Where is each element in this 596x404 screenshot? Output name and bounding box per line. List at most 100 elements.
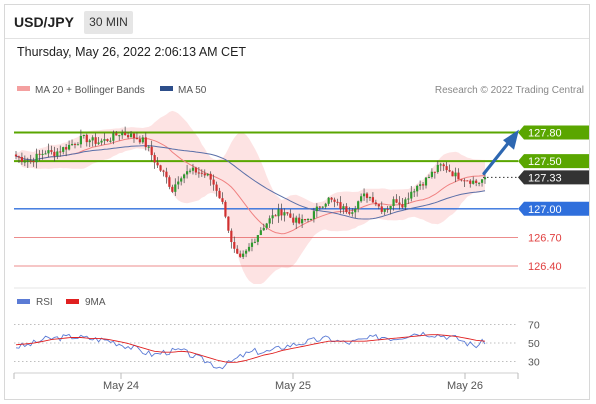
candle-body	[351, 212, 354, 214]
candle-body	[407, 198, 410, 200]
candle-body	[194, 167, 198, 173]
candle-body	[256, 235, 259, 242]
rsi-tick-label: 50	[528, 338, 540, 350]
candle-body	[79, 135, 82, 145]
resistance-tag	[518, 154, 589, 169]
candle-body	[315, 206, 318, 212]
candle-body	[85, 134, 88, 143]
candle-body	[183, 174, 186, 179]
candle-body	[224, 201, 227, 217]
candle-body	[180, 178, 183, 182]
symbol-title: USD/JPY	[14, 14, 74, 30]
timeframe-button[interactable]: 30 MIN	[84, 11, 133, 34]
ma20-line	[15, 137, 485, 235]
candle-body	[265, 223, 268, 228]
candle-body	[115, 133, 118, 136]
ma20-bb-legend-label: MA 20 + Bollinger Bands	[35, 85, 145, 96]
candle-body	[253, 241, 257, 243]
candle-body	[67, 144, 71, 150]
candle-body	[162, 170, 165, 172]
candle-body	[268, 218, 271, 224]
candle-body	[445, 166, 448, 171]
candle-body	[295, 217, 298, 223]
rsi-ma-line	[15, 334, 486, 363]
candle-body	[336, 201, 339, 203]
candle-body	[156, 162, 159, 166]
support-label: 126.40	[528, 261, 562, 273]
candle-body	[106, 139, 109, 142]
candle-body	[371, 197, 375, 203]
candle-body	[472, 180, 475, 184]
ma50-line	[15, 145, 486, 220]
moving-averages	[15, 137, 486, 235]
ma50-legend-label: MA 50	[178, 85, 207, 96]
x-axis: May 24 May 25 May 26	[13, 373, 519, 392]
candle-body	[250, 242, 254, 247]
candle-body	[292, 217, 295, 223]
candle-body	[177, 181, 180, 185]
candle-body	[62, 147, 65, 152]
candle-body	[29, 160, 32, 162]
resistance-tag	[518, 125, 589, 140]
candle-body	[271, 215, 274, 219]
candle-body	[386, 208, 389, 210]
candle-body	[480, 179, 484, 183]
candle-body	[47, 150, 50, 154]
candle-body	[197, 172, 200, 174]
candle-body	[439, 164, 442, 166]
candle-body	[365, 193, 369, 198]
candle-body	[17, 156, 21, 158]
candle-body	[159, 165, 162, 171]
candle-body	[44, 153, 47, 155]
candle-body	[82, 134, 85, 136]
candle-body	[448, 170, 451, 172]
forecast-arrow-head	[503, 129, 519, 150]
candle-body	[244, 250, 248, 254]
candle-body	[65, 147, 68, 150]
candle-body	[318, 206, 321, 208]
candle-body	[174, 184, 177, 192]
candle-body	[26, 160, 29, 162]
candle-body	[23, 161, 26, 163]
candle-body	[413, 191, 416, 193]
candle-body	[324, 203, 327, 207]
candlesticks	[14, 126, 487, 259]
candle-body	[404, 199, 407, 208]
candle-body	[218, 190, 221, 199]
candle-body	[88, 140, 91, 143]
candle-body	[262, 227, 265, 231]
candle-body	[215, 184, 218, 191]
candle-body	[342, 206, 345, 209]
candle-body	[451, 171, 454, 177]
candle-body	[354, 208, 357, 213]
candle-body	[138, 139, 141, 143]
candle-body	[303, 219, 307, 221]
candle-body	[380, 206, 383, 212]
candle-body	[377, 204, 380, 207]
candle-body	[483, 177, 487, 180]
rsi-ma-legend-swatch	[66, 299, 79, 304]
candle-body	[53, 151, 56, 157]
rsi-ma-legend-label: 9MA	[85, 297, 106, 308]
candle-body	[236, 248, 239, 254]
timestamp: Thursday, May 26, 2022 2:06:13 AM CET	[17, 45, 247, 59]
chart-widget: USD/JPY 30 MIN Thursday, May 26, 2022 2:…	[4, 4, 590, 400]
candle-body	[306, 218, 310, 221]
candle-body	[312, 211, 316, 219]
candle-body	[70, 143, 74, 145]
candle-body	[454, 172, 457, 177]
candle-body	[283, 212, 286, 216]
candle-body	[247, 246, 251, 251]
candle-body	[427, 176, 431, 178]
candle-body	[401, 204, 404, 208]
x-axis-label: May 25	[275, 380, 311, 392]
candle-body	[239, 253, 242, 257]
candle-body	[56, 151, 59, 157]
candle-body	[389, 206, 392, 210]
rsi-panel: 70 50 30	[14, 320, 540, 370]
candle-body	[469, 180, 472, 184]
candle-body	[345, 206, 348, 213]
candle-body	[433, 171, 436, 173]
source-credit: Research © 2022 Trading Central	[435, 85, 584, 96]
rsi-tick-label: 70	[528, 320, 540, 332]
